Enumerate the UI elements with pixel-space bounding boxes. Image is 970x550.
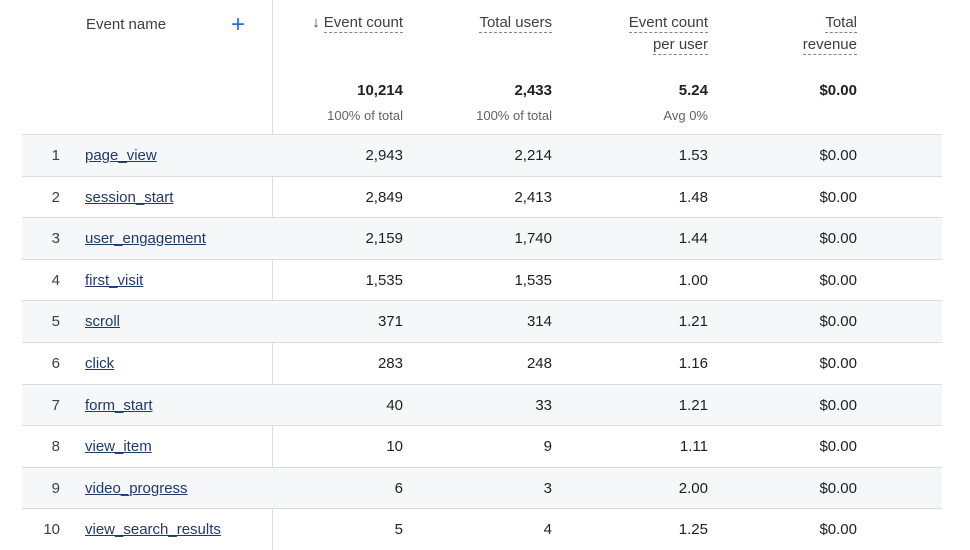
row-index: 7 — [51, 396, 60, 414]
total-event-count-sub: 100% of total — [327, 108, 403, 123]
event-count-cell: 5 — [394, 521, 403, 539]
add-dimension-button[interactable]: + — [231, 10, 245, 40]
total-users-cell: 314 — [526, 313, 552, 331]
total-users-cell: 2,214 — [514, 147, 552, 164]
per-user-cell: 1.21 — [678, 313, 708, 331]
row-index: 5 — [51, 313, 60, 331]
plus-icon: + — [231, 11, 246, 38]
revenue-cell: $0.00 — [819, 396, 857, 414]
per-user-cell: 1.44 — [678, 230, 708, 248]
total-users-cell: 1,535 — [514, 271, 552, 289]
events-table: 1 page_view 2,943 2,214 1.53 $0.00 2 session_st… — [22, 134, 942, 550]
total-users-cell: 33 — [535, 396, 552, 414]
header-total-users[interactable]: Total users — [479, 14, 552, 33]
total-users-sub: 100% of total — [476, 108, 552, 123]
per-user-cell: 1.48 — [678, 188, 708, 206]
table-row: 6 click 283 248 1.16 $0.00 — [22, 341, 942, 384]
event-name-link[interactable]: form_start — [85, 396, 153, 414]
row-index: 10 — [43, 521, 60, 539]
event-count-cell: 1,535 — [365, 271, 403, 289]
table-row: 9 video_progress 6 3 2.00 $0.00 — [22, 466, 942, 509]
per-user-cell: 1.00 — [678, 271, 708, 289]
event-count-cell: 2,849 — [365, 188, 403, 206]
total-users-cell: 4 — [543, 521, 552, 539]
event-name-link[interactable]: user_engagement — [85, 230, 206, 248]
revenue-cell: $0.00 — [819, 147, 857, 164]
table-row: 5 scroll 371 314 1.21 $0.00 — [22, 300, 942, 342]
event-count-cell: 2,943 — [365, 147, 403, 164]
row-index: 8 — [51, 438, 60, 456]
per-user-cell: 1.21 — [678, 396, 708, 414]
revenue-cell: $0.00 — [819, 354, 857, 372]
row-index: 9 — [51, 479, 60, 497]
table-row: 3 user_engagement 2,159 1,740 1.44 $0.00 — [22, 217, 942, 259]
revenue-cell: $0.00 — [819, 438, 857, 456]
per-user-cell: 2.00 — [678, 479, 708, 497]
header-event-name: Event name — [86, 16, 167, 33]
total-revenue: $0.00 — [819, 82, 857, 99]
revenue-cell: $0.00 — [819, 188, 857, 206]
total-users-cell: 9 — [543, 438, 552, 456]
column-divider — [272, 0, 273, 550]
event-name-link[interactable]: scroll — [85, 313, 121, 331]
revenue-cell: $0.00 — [819, 271, 857, 289]
row-index: 3 — [51, 230, 60, 248]
event-count-cell: 10 — [386, 438, 403, 456]
event-name-link[interactable]: first_visit — [85, 271, 144, 289]
event-count-cell: 40 — [386, 396, 403, 414]
event-name-link[interactable]: click — [85, 354, 115, 372]
table-row: 7 form_start 40 33 1.21 $0.00 — [22, 383, 942, 426]
total-users-cell: 248 — [526, 354, 552, 372]
per-user-cell: 1.16 — [678, 354, 708, 372]
event-count-cell: 2,159 — [365, 230, 403, 248]
table-row: 1 page_view 2,943 2,214 1.53 $0.00 — [22, 134, 942, 176]
event-name-link[interactable]: session_start — [85, 188, 174, 206]
event-count-cell: 6 — [394, 479, 403, 497]
row-index: 6 — [51, 354, 60, 372]
total-per-user: 5.24 — [678, 82, 708, 99]
table-row: 4 first_visit 1,535 1,535 1.00 $0.00 — [22, 258, 942, 301]
table-row: 8 view_item 10 9 1.11 $0.00 — [22, 425, 942, 467]
table-row: 10 view_search_results 5 4 1.25 $0.00 — [22, 508, 942, 550]
total-users-cell: 3 — [543, 479, 552, 497]
header-event-count-per-user[interactable]: Event count per user — [628, 14, 708, 55]
table-row: 2 session_start 2,849 2,413 1.48 $0.00 — [22, 175, 942, 218]
header-event-count[interactable]: ↓ Event count — [312, 14, 403, 33]
event-name-link[interactable]: video_progress — [85, 479, 188, 497]
row-index: 4 — [51, 271, 60, 289]
revenue-cell: $0.00 — [819, 313, 857, 331]
event-count-cell: 371 — [377, 313, 403, 331]
event-name-link[interactable]: view_search_results — [85, 521, 221, 539]
header-total-revenue[interactable]: Total revenue — [802, 14, 857, 55]
total-users-cell: 1,740 — [514, 230, 552, 248]
event-count-cell: 283 — [377, 354, 403, 372]
revenue-cell: $0.00 — [819, 521, 857, 539]
total-event-count: 10,214 — [357, 82, 403, 99]
row-index: 2 — [51, 188, 60, 206]
revenue-cell: $0.00 — [819, 479, 857, 497]
per-user-cell: 1.25 — [678, 521, 708, 539]
row-index: 1 — [51, 147, 60, 164]
total-users-cell: 2,413 — [514, 188, 552, 206]
per-user-cell: 1.53 — [678, 147, 708, 164]
per-user-cell: 1.11 — [679, 438, 708, 456]
revenue-cell: $0.00 — [819, 230, 857, 248]
arrow-down-icon: ↓ — [312, 14, 320, 31]
event-name-link[interactable]: view_item — [85, 438, 152, 456]
total-users: 2,433 — [514, 82, 552, 99]
total-per-user-sub: Avg 0% — [663, 108, 708, 123]
event-name-link[interactable]: page_view — [85, 147, 157, 164]
